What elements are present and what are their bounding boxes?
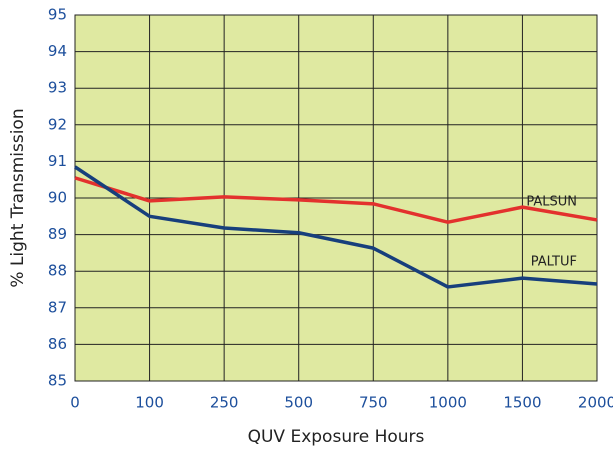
y-tick-label: 85 xyxy=(48,372,67,390)
x-axis-title: QUV Exposure Hours xyxy=(248,427,425,447)
x-tick-label: 1500 xyxy=(503,394,541,412)
y-tick-label: 86 xyxy=(48,335,67,353)
x-tick-label: 100 xyxy=(135,394,164,412)
y-tick-label: 88 xyxy=(48,262,67,280)
x-tick-label: 2000 xyxy=(578,394,613,412)
series-label: PALSUN xyxy=(526,194,577,209)
series-line xyxy=(74,176,598,224)
y-tick-label: 87 xyxy=(48,298,67,316)
series-line xyxy=(74,165,598,289)
x-tick-label: 1000 xyxy=(429,394,467,412)
y-tick-label: 90 xyxy=(48,189,67,207)
y-tick-label: 89 xyxy=(48,225,67,243)
x-tick-label: 500 xyxy=(284,394,313,412)
series-label: PALTUF xyxy=(531,255,577,270)
y-tick-label: 92 xyxy=(48,115,67,133)
y-tick-label: 94 xyxy=(48,42,67,60)
x-tick-label: 250 xyxy=(210,394,239,412)
x-tick-label: 0 xyxy=(70,394,80,412)
y-tick-label: 93 xyxy=(48,79,67,97)
y-tick-label: 95 xyxy=(48,6,67,24)
y-tick-label: 91 xyxy=(48,152,67,170)
y-axis-title: % Light Transmission xyxy=(8,108,28,287)
x-tick-label: 750 xyxy=(359,394,388,412)
